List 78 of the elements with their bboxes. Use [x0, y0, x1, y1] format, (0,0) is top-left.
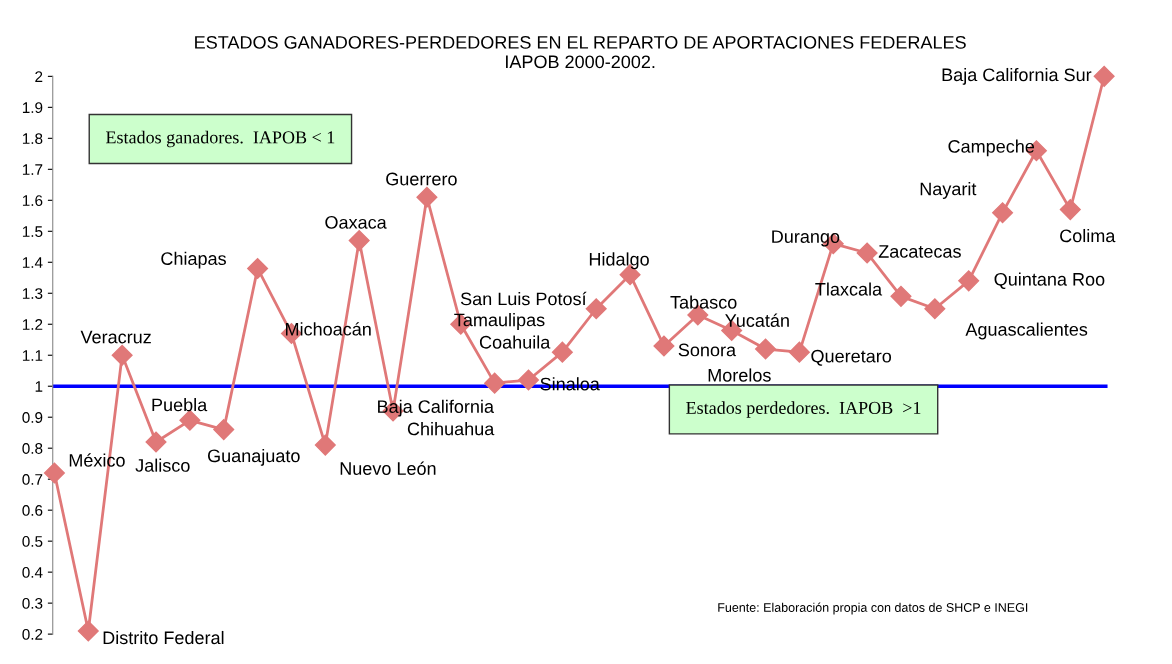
data-label: Sinaloa: [540, 377, 600, 391]
y-tick-label: 0.8: [22, 443, 43, 454]
y-tick-label: 2: [35, 71, 43, 82]
data-label: Campeche: [948, 139, 1035, 157]
point: [551, 341, 573, 363]
y-tick-label: 1.8: [22, 133, 43, 145]
point: [788, 341, 810, 363]
annotation: Fuente: Elaboración propia con datos de SHCP e INEGI: [718, 602, 1028, 615]
y-tick-label: 1.7: [22, 164, 43, 175]
data-label: Baja California Sur: [942, 67, 1092, 85]
point: [247, 257, 269, 279]
data-label: Jalisco: [135, 458, 190, 472]
y-tick-label: 1.1: [22, 350, 43, 361]
data-label: Distrito Federal: [103, 630, 224, 645]
data-label: Tamaulipas: [454, 313, 545, 330]
y-tick-label: 0.3: [22, 598, 43, 609]
data-label: Veracruz: [80, 330, 151, 344]
point: [43, 462, 65, 484]
data-label: Tlaxcala: [815, 282, 883, 296]
data-label: Guerrero: [386, 172, 457, 186]
y-tick-label: 1.3: [22, 288, 43, 299]
data-label: Zacatecas: [878, 245, 961, 258]
y-tick-label: 0.9: [22, 412, 43, 423]
y-tick-label: 1.4: [22, 257, 43, 268]
point: [992, 202, 1014, 224]
annotation: Estados perdedores. IAPOB >1: [686, 401, 921, 418]
point: [213, 419, 235, 441]
data-label: Quintana Roo: [994, 272, 1105, 289]
data-label: Chihuahua: [407, 422, 495, 436]
y-tick-label: 0.5: [22, 536, 43, 547]
point: [653, 335, 675, 357]
annotation: Estados ganadores. IAPOB < 1: [106, 130, 335, 148]
point: [517, 369, 540, 391]
point: [348, 230, 370, 252]
point: [1059, 199, 1081, 221]
data-label: Chiapas: [161, 251, 226, 269]
data-label: México: [69, 453, 125, 467]
point: [314, 434, 336, 456]
data-label: Tabasco: [670, 295, 737, 309]
data-label: Nayarit: [920, 182, 977, 199]
y-tick-label: 0.4: [22, 567, 43, 578]
data-label: Oaxaca: [325, 215, 387, 229]
point: [585, 298, 607, 320]
y-tick-label: 1.5: [22, 226, 43, 237]
data-label: Coahuila: [479, 335, 551, 349]
y-tick-label: 1: [35, 381, 43, 392]
point: [111, 344, 133, 366]
y-tick-label: 1.6: [22, 195, 43, 206]
data-label: Guanajuato: [207, 448, 300, 466]
y-tick-label: 1.9: [22, 102, 43, 114]
data-label: Colima: [1060, 228, 1116, 243]
point: [755, 338, 777, 360]
data-label: Durango: [772, 230, 840, 247]
data-label: Puebla: [152, 398, 208, 412]
y-tick-label: 0.2: [22, 628, 43, 640]
y-tick-label: 0.6: [22, 505, 43, 516]
point: [484, 372, 506, 394]
point: [77, 620, 99, 642]
data-label: Michoacán: [286, 322, 371, 336]
point: [1093, 65, 1115, 87]
data-label: Aguascalientes: [965, 322, 1088, 340]
point: [890, 285, 912, 307]
data-label: Sonora: [678, 343, 737, 357]
point: [416, 186, 438, 208]
data-label: Morelos: [708, 368, 771, 382]
y-tick-label: 0.7: [22, 474, 43, 485]
data-label: Queretaro: [811, 349, 892, 366]
point: [958, 270, 980, 292]
data-label: Hidalgo: [589, 252, 649, 270]
point: [856, 242, 878, 264]
point: [145, 431, 167, 453]
chart-title: ESTADOS GANADORES-PERDEDORES EN EL REPARTO DE APORTACIONES FEDERALES IAPOB 2000-2002.: [195, 35, 966, 69]
point: [924, 298, 946, 320]
data-label: Nuevo León: [340, 461, 436, 475]
data-label: Baja California: [378, 399, 494, 417]
y-tick-label: 1.2: [22, 319, 43, 330]
data-label: Yucatán: [725, 313, 789, 327]
data-label: San Luis Potosí: [460, 291, 587, 306]
